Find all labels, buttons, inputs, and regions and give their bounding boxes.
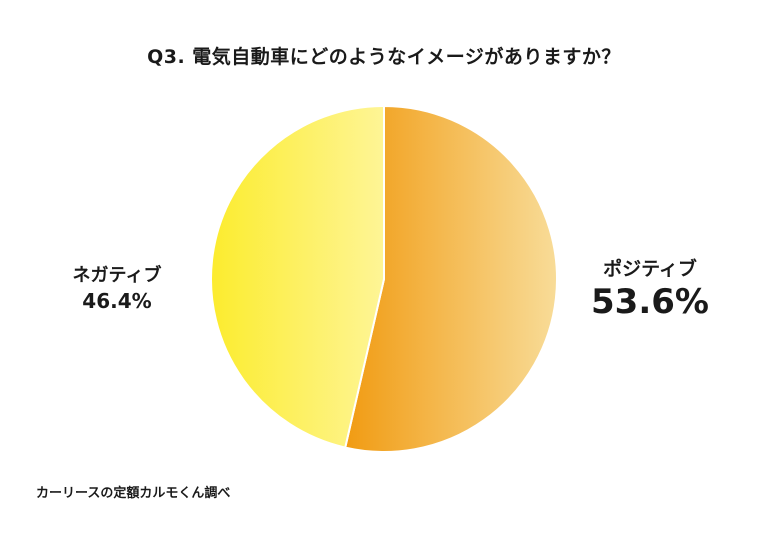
chart-title: Q3. 電気自動車にどのようなイメージがありますか？ [147, 46, 621, 68]
pie-slice-positive [344, 104, 558, 453]
positive-name: ポジティブ [603, 258, 697, 280]
source-note: カーリースの定額カルモくん調べ [36, 486, 231, 501]
slice-label-negative: ネガティブ 46.4% [62, 264, 172, 314]
negative-percent: 46.4% [82, 289, 152, 313]
pie-slice-negative [210, 104, 385, 449]
positive-percent: 53.6% [591, 282, 709, 322]
negative-name: ネガティブ [72, 265, 162, 286]
slice-label-positive: ポジティブ 53.6% [585, 256, 715, 322]
